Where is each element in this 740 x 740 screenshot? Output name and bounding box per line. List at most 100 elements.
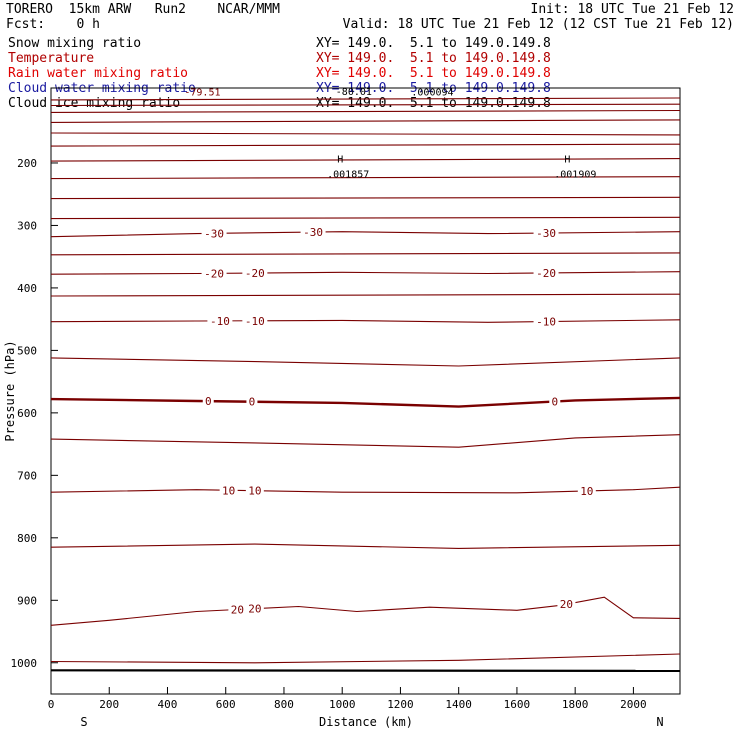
isoline-0	[50, 97, 681, 101]
isoline-8	[50, 196, 681, 200]
isotherm-label: 20	[248, 603, 261, 616]
isotherm-label-bg	[219, 484, 238, 497]
isotherm-label-bg	[201, 267, 227, 280]
isoline-4	[50, 132, 681, 136]
x-tick-label: 200	[99, 698, 119, 711]
isotherm-label: -10	[210, 315, 230, 328]
xy-rain: XY= 149.0. 5.1 to 149.0.149.8	[316, 66, 551, 81]
y-tick-label: 200	[17, 157, 37, 170]
isoline-7	[50, 176, 681, 180]
ground-line	[50, 669, 681, 672]
isotherm-label-bg	[245, 484, 264, 497]
isoline-14	[50, 543, 681, 549]
isotherm-minus20	[50, 271, 681, 275]
x-tick-label: 1200	[387, 698, 414, 711]
isotherm-label-bg	[245, 602, 264, 615]
y-tick-label: 700	[17, 469, 37, 482]
isoline-1	[50, 103, 681, 107]
isotherm-label: -10	[536, 316, 556, 329]
isotherm-label: -30	[204, 227, 224, 240]
isotherm-label: -20	[536, 267, 556, 280]
model-title: TORERO 15km ARW Run2 NCAR/MMM	[6, 2, 280, 17]
isotherm-10	[50, 486, 681, 494]
isoline-9	[50, 216, 681, 220]
isotherm-label-bg	[242, 314, 268, 327]
top-value-label: -79.51	[184, 87, 220, 98]
isotherm-label: -30	[536, 227, 556, 240]
top-value-label-2: -80.01	[336, 87, 372, 98]
plot-frame	[50, 87, 681, 695]
isotherm-label: -30	[303, 226, 323, 239]
isotherm-label: -20	[204, 267, 224, 280]
isoline-15	[50, 653, 681, 664]
x-tick-label: 1800	[562, 698, 589, 711]
isoline-10	[50, 252, 681, 256]
x-axis-label: Distance (km)	[319, 715, 413, 729]
field-rain: Rain water mixing ratio	[8, 66, 189, 81]
isoline-6	[50, 158, 681, 162]
isotherm-label-bg	[577, 484, 596, 497]
high-marker: H	[564, 155, 570, 166]
y-tick-label: 400	[17, 282, 37, 295]
xy-cloud-ice: XY= 149.0. 5.1 to 149.0.149.8	[316, 96, 551, 111]
isotherm-label-bg	[202, 395, 214, 408]
isoline-12	[50, 357, 681, 367]
field-temperature: Temperature	[8, 51, 95, 66]
isotherm-label: 20	[560, 598, 573, 611]
field-snow: Snow mixing ratio	[8, 36, 142, 51]
high-value: .001909	[554, 170, 596, 181]
x-tick-label: 1400	[445, 698, 472, 711]
isotherm-label-bg	[242, 267, 268, 280]
isotherm-label: -20	[245, 267, 265, 280]
x-tick-label: 0	[48, 698, 55, 711]
isotherm-label-bg	[207, 314, 233, 327]
isotherm-label-bg	[549, 395, 561, 408]
init-time: Init: 18 UTC Tue 21 Feb 12	[530, 2, 735, 17]
isotherm-label-bg	[533, 226, 559, 239]
valid-time: Valid: 18 UTC Tue 21 Feb 12 (12 CST Tue …	[342, 17, 734, 32]
x-tick-label: 1600	[504, 698, 531, 711]
y-tick-label: 300	[17, 219, 37, 232]
y-tick-label: 1000	[11, 657, 38, 670]
x-tick-label: 400	[158, 698, 178, 711]
isotherm-label: -10	[245, 315, 265, 328]
forecast-hour: Fcst: 0 h	[6, 17, 100, 32]
isotherm-label-bg	[533, 315, 559, 328]
isotherm-label: 10	[580, 485, 593, 498]
isotherm-label-bg	[533, 266, 559, 279]
field-cloud-water: Cloud water mixing ratio	[8, 81, 196, 96]
isoline-3	[50, 119, 681, 123]
north-label: N	[656, 715, 663, 729]
isotherm-label-bg	[557, 598, 576, 611]
high-value: .001857	[327, 170, 369, 181]
xy-snow: XY= 149.0. 5.1 to 149.0.149.8	[316, 36, 551, 51]
y-axis-label: Pressure (hPa)	[3, 340, 17, 441]
isotherm-label: 10	[222, 484, 235, 497]
isotherm-label: 20	[231, 604, 244, 617]
isotherm-minus10	[50, 319, 681, 323]
south-label: S	[80, 715, 87, 729]
x-tick-label: 600	[216, 698, 236, 711]
y-tick-label: 600	[17, 407, 37, 420]
top-value-label-3: .000094	[411, 87, 453, 98]
isotherm-label: 10	[248, 485, 261, 498]
y-tick-label: 900	[17, 594, 37, 607]
isotherm-20	[50, 596, 681, 626]
isoline-13	[50, 434, 681, 448]
isotherm-label-bg	[201, 227, 227, 240]
y-tick-label: 800	[17, 532, 37, 545]
isoline-5	[50, 143, 681, 147]
high-marker: H	[337, 155, 343, 166]
isotherm-label-bg	[246, 395, 258, 408]
xy-temperature: XY= 149.0. 5.1 to 149.0.149.8	[316, 51, 551, 66]
isoline-11	[50, 293, 681, 297]
isotherm-0	[50, 396, 681, 408]
isotherm-label-bg	[228, 603, 247, 616]
isoline-2	[50, 109, 681, 113]
isotherm-label: 0	[249, 396, 256, 409]
isotherm-label: 0	[205, 395, 212, 408]
x-tick-label: 800	[274, 698, 294, 711]
x-tick-label: 2000	[620, 698, 647, 711]
y-tick-label: 500	[17, 344, 37, 357]
